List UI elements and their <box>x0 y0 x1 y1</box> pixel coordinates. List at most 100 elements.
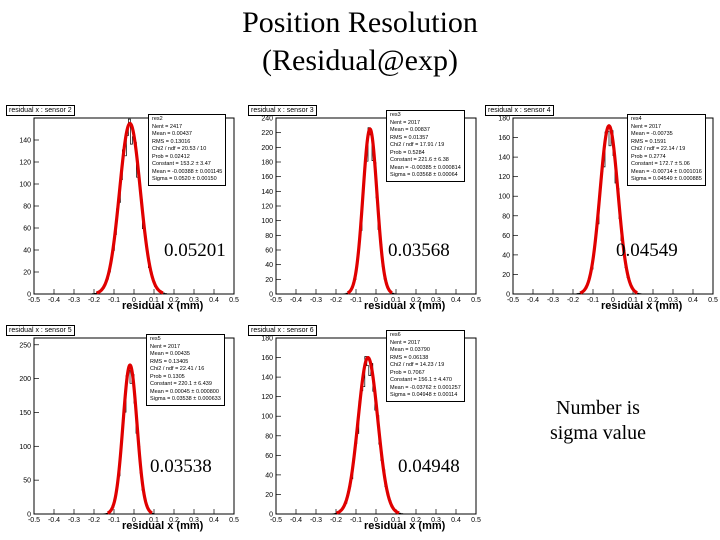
x-tick-label: -0.4 <box>48 297 60 304</box>
x-tick-label: 0.5 <box>708 297 718 304</box>
stats-line: Chi2 / ndf = 20.53 / 10 <box>152 146 207 152</box>
x-tick-label: -0.5 <box>270 297 282 304</box>
x-tick-label: -0.5 <box>270 517 282 524</box>
x-tick-label: 0.3 <box>189 517 199 524</box>
y-tick-label: 40 <box>265 472 273 479</box>
x-tick-label: -0.1 <box>108 297 120 304</box>
y-tick-label: 0 <box>27 512 31 519</box>
stats-line: Mean = 0.00437 <box>152 131 192 137</box>
y-tick-label: 140 <box>498 155 510 162</box>
y-tick-label: 240 <box>261 116 273 123</box>
y-tick-label: 40 <box>23 248 31 255</box>
y-tick-label: 60 <box>265 453 273 460</box>
stats-line: res4 <box>631 116 642 122</box>
y-tick-label: 180 <box>261 160 273 167</box>
y-tick-label: 0 <box>506 292 510 299</box>
x-tick-label: 0.4 <box>451 517 461 524</box>
sigma-value-label: 0.05201 <box>164 240 226 261</box>
x-tick-label: 0.2 <box>169 517 179 524</box>
x-tick-label: -0.1 <box>350 517 362 524</box>
x-tick-label: 0.2 <box>169 297 179 304</box>
stats-line: Prob = 0.7067 <box>390 369 425 376</box>
y-tick-label: 100 <box>19 444 31 451</box>
stats-box: res2 Nent = 2417 Mean = 0.00437 RMS = 0.130… <box>148 114 227 186</box>
stats-line: Prob = 0.5284 <box>390 149 425 156</box>
histogram-svg: 0 50 100 150 200 250 -0.5 -0.4 -0.3 -0.2 -0.1 0 0.1 0… <box>19 337 239 524</box>
stats-line: Prob = 0.1305 <box>150 373 185 380</box>
stats-line: Mean = 0.00045 ± 0.000800 <box>150 388 219 395</box>
y-tick-label: 80 <box>23 204 31 211</box>
stats-line: Mean = 0.03790 <box>390 347 430 353</box>
gaussian-fit-curve <box>579 124 638 295</box>
stats-line: Constant = 156.1 ± 4.470 <box>390 377 452 383</box>
y-tick-label: 20 <box>265 492 273 499</box>
histogram-title: residual x : sensor 2 <box>6 105 75 116</box>
x-tick-label: -0.2 <box>330 517 342 524</box>
page-title-line1: Position Resolution <box>242 6 478 39</box>
x-tick-label: 0 <box>374 297 378 304</box>
sigma-value-label: 0.03568 <box>388 240 450 261</box>
stats-box: res3 Nent = 2017 Mean = 0.00837 RMS = 0.013… <box>386 110 465 182</box>
stats-line: RMS = 0.13405 <box>150 358 189 365</box>
stats-line: RMS = 0.06138 <box>390 354 429 361</box>
y-tick-label: 20 <box>23 270 31 277</box>
x-tick-label: 0.5 <box>471 297 481 304</box>
y-tick-label: 40 <box>265 262 273 269</box>
gaussian-fit-curve <box>106 363 153 515</box>
x-tick-label: 0 <box>611 297 615 304</box>
stats-line: Mean = -0.03762 ± 0.001257 <box>390 384 461 391</box>
x-tick-label: 0.3 <box>189 297 199 304</box>
stats-box: res6 Nent = 2017 Mean = 0.03790 RMS = 0.061… <box>386 330 465 402</box>
x-tick-label: 0 <box>374 517 378 524</box>
y-tick-label: 0 <box>269 512 273 519</box>
stats-line: Chi2 / ndf = 22.14 / 19 <box>631 146 686 152</box>
histogram-svg: 0 20 40 60 80 100 120 140 160 180 -0.5 -0.4 -0.3 -0.2… <box>498 116 718 305</box>
stats-line: Sigma = 0.0520 ± 0.00150 <box>152 176 217 182</box>
sigma-value-label: 0.04549 <box>616 240 678 261</box>
x-axis-label: residual x (mm) <box>364 520 446 532</box>
stats-line: res2 <box>152 116 163 122</box>
x-tick-label: 0 <box>132 517 136 524</box>
y-tick-label: 0 <box>269 292 273 299</box>
y-tick-label: 120 <box>261 394 273 401</box>
y-tick-label: 100 <box>261 218 273 225</box>
y-tick-label: 100 <box>19 182 31 189</box>
x-tick-label: 0.5 <box>229 297 239 304</box>
x-axis-label: residual x (mm) <box>122 300 204 312</box>
stats-line: Sigma = 0.03568 ± 0.00064 <box>390 172 458 178</box>
x-tick-label: -0.2 <box>88 517 100 524</box>
gaussian-fit-curve <box>346 127 393 295</box>
x-tick-label: 0.4 <box>451 297 461 304</box>
histogram-panel-3: 0 20 40 60 80 100 120 140 160 180 -0.5 -0.4 -0.3 -0.2… <box>483 104 719 318</box>
x-tick-label: 0.3 <box>668 297 678 304</box>
stats-line: res3 <box>390 112 401 118</box>
y-tick-label: 180 <box>261 336 273 343</box>
y-tick-label: 0 <box>27 292 31 299</box>
y-tick-label: 80 <box>265 233 273 240</box>
stats-line: res6 <box>390 332 401 338</box>
x-tick-label: 0.5 <box>471 517 481 524</box>
x-tick-label: -0.3 <box>68 517 80 524</box>
x-tick-label: -0.2 <box>567 297 579 304</box>
stats-line: RMS = 0.01357 <box>390 134 429 141</box>
y-tick-label: 80 <box>502 213 510 220</box>
stats-line: Sigma = 0.04549 ± 0.000885 <box>631 176 702 182</box>
stats-line: Mean = -0.00385 ± 0.000814 <box>390 164 461 171</box>
x-tick-label: -0.4 <box>48 517 60 524</box>
x-tick-label: -0.4 <box>527 297 539 304</box>
stats-line: Mean = -0.00388 ± 0.001145 <box>152 168 223 175</box>
x-tick-label: -0.5 <box>507 297 519 304</box>
y-tick-label: 20 <box>502 272 510 279</box>
y-tick-label: 120 <box>498 174 510 181</box>
y-tick-label: 140 <box>261 375 273 382</box>
stats-line: RMS = 0.13016 <box>152 138 191 145</box>
stats-line: Constant = 220.1 ± 6.439 <box>150 381 212 387</box>
y-tick-label: 60 <box>23 226 31 233</box>
y-tick-label: 200 <box>19 376 31 383</box>
histogram-panel-1: 0 20 40 60 80 100 120 140 -0.5 -0.4 -0.3 -0.2 -0.1 0 0… <box>4 104 240 318</box>
x-tick-label: 0 <box>132 297 136 304</box>
x-tick-label: 0.3 <box>431 297 441 304</box>
y-tick-label: 100 <box>261 414 273 421</box>
histogram-title: residual x : sensor 4 <box>485 105 554 116</box>
stats-line: Sigma = 0.04948 ± 0.00114 <box>390 392 458 398</box>
